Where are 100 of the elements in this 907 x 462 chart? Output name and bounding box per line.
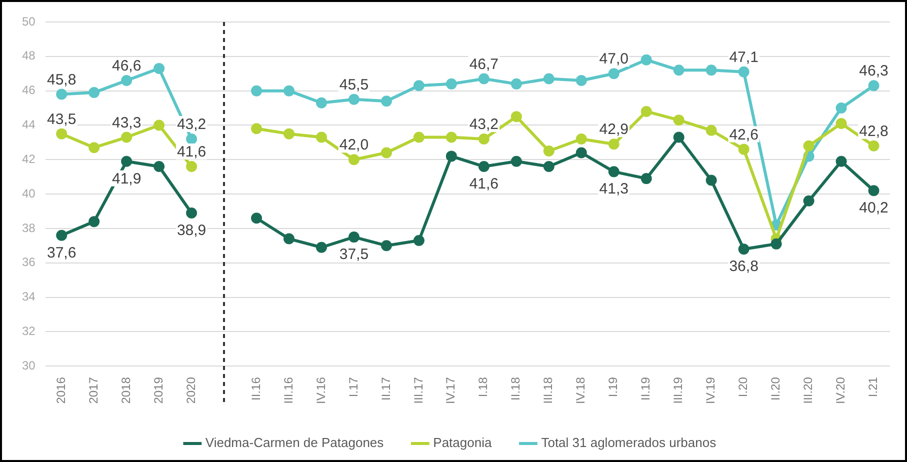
data-label: 43,2 [176,116,206,133]
y-tick-label: 36 [22,255,36,270]
point [868,80,880,92]
y-tick-label: 40 [22,186,36,200]
y-tick-label: 48 [22,48,36,63]
point [348,94,360,105]
point [316,242,327,253]
x-tick-label: 2020 [184,376,198,404]
x-tick-label: 2017 [86,376,100,404]
point [478,133,490,144]
point [673,132,684,143]
point [478,73,490,84]
x-tick-label: IV.18 [574,376,588,404]
data-label: 43,2 [469,116,499,133]
data-label: 47,1 [729,48,758,66]
x-tick-label: III.19 [671,376,686,404]
point [251,123,262,134]
point [836,156,847,167]
point [608,68,620,80]
point [154,62,165,74]
x-tick-label: III.16 [281,376,296,404]
data-label: 42,0 [339,136,369,154]
data-label: 46,3 [859,62,888,80]
point [186,133,198,144]
point [154,161,165,172]
y-tick-label: 46 [22,83,36,98]
data-label: 47,0 [599,50,628,68]
point [836,102,847,114]
data-label: 41,6 [176,144,206,161]
point [121,156,132,167]
point [738,144,750,155]
point [348,232,360,243]
point [608,166,620,178]
data-label: 42,8 [859,122,888,140]
data-label: 43,3 [112,114,142,132]
x-tick-label: I.17 [346,376,360,398]
x-tick-label: II.20 [768,376,783,400]
data-label: 37,5 [339,246,369,264]
y-tick-label: 44 [22,118,36,132]
x-tick-label: I.20 [736,376,750,398]
x-tick-label: IV.17 [444,376,458,404]
point [803,195,814,206]
point [706,64,717,76]
data-label: 41,3 [599,180,628,198]
point [576,74,587,86]
x-tick-label: III.20 [801,376,816,404]
y-tick-label: 50 [22,14,36,28]
point [284,85,294,96]
data-label: 41,6 [469,176,499,193]
y-tick-label: 34 [22,290,36,304]
x-tick-label: III.17 [411,376,426,404]
point [576,147,587,158]
point [56,128,68,140]
point [56,88,68,100]
y-tick-label: 30 [22,358,36,372]
y-tick-label: 42 [22,152,36,166]
data-label: 42,6 [729,126,758,144]
point [510,156,522,167]
point [770,238,782,250]
x-tick-label: I.21 [866,376,880,398]
point [640,54,652,66]
y-tick-label: 32 [22,324,36,338]
data-label: 42,9 [599,121,628,138]
point [186,161,198,172]
x-tick-label: I.19 [606,376,620,398]
point [121,74,132,86]
point [706,124,717,136]
point [673,114,684,126]
point [186,207,198,218]
point [868,140,880,152]
x-tick-label: IV.19 [704,376,718,404]
point [88,142,100,154]
data-label: 37,6 [46,244,76,262]
point [543,161,554,172]
point [608,138,620,150]
legend-label: Patagonia [433,435,492,450]
point [706,174,717,186]
point [510,111,522,122]
point [413,234,424,246]
x-tick-label: 2018 [118,376,133,404]
point [380,147,392,158]
data-label: 46,7 [469,56,499,73]
y-tick-label: 38 [22,220,36,235]
point [803,140,814,152]
x-tick-label: IV.20 [834,376,848,404]
point [446,132,457,143]
point [446,150,457,162]
x-tick-label: I.18 [476,376,490,398]
data-label: 40,2 [859,200,888,217]
point [543,146,554,157]
point [284,233,294,244]
point [251,212,262,224]
point [413,80,424,92]
point [154,120,165,131]
x-tick-label: III.18 [541,376,556,404]
point [576,133,587,144]
point [640,106,652,117]
point [868,185,880,196]
point [478,161,490,172]
x-tick-label: II.18 [508,376,523,400]
